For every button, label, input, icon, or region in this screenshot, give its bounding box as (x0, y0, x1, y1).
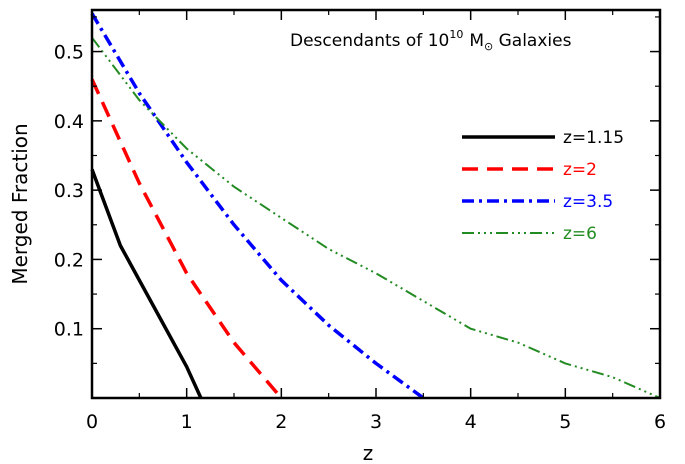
y-tick-label: 0.3 (54, 180, 84, 202)
chart-title: Descendants of 1010 M⊙ Galaxies (290, 28, 572, 53)
series-line-1 (90, 168, 203, 399)
legend-label-2: z=2 (563, 160, 597, 180)
title-mass: M (469, 31, 484, 51)
y-tick-label: 0.5 (54, 42, 84, 64)
legend-label-3: z=3.5 (563, 192, 613, 212)
title-base: 10 (428, 31, 450, 51)
y-axis-label: Merged Fraction (8, 123, 32, 284)
x-tick-label: 4 (465, 411, 477, 433)
legend: z=1.15 z=2 z=3.5 z=6 (462, 128, 624, 244)
legend-label-4: z=6 (563, 224, 597, 244)
legend-label-1: z=1.15 (563, 128, 624, 148)
x-tick-label: 1 (181, 411, 193, 433)
title-exponent: 10 (449, 28, 463, 41)
series-line-2 (90, 78, 283, 400)
x-tick-label: 0 (86, 411, 98, 433)
series-line-3 (90, 12, 425, 400)
y-tick-label: 0.2 (54, 249, 84, 271)
series-layer (90, 12, 661, 400)
y-tick-label: 0.1 (54, 319, 84, 341)
series-line-4 (91, 37, 661, 399)
x-tick-label: 3 (370, 411, 382, 433)
x-tick-label: 2 (275, 411, 287, 433)
title-prefix: Descendants of (290, 31, 428, 51)
title-suffix: Galaxies (493, 31, 571, 51)
x-tick-label: 5 (559, 411, 571, 433)
y-tick-label: 0.4 (54, 111, 84, 133)
title-sun-symbol: ⊙ (484, 40, 493, 53)
x-axis-label: z (363, 441, 374, 464)
x-tick-label: 6 (654, 411, 666, 433)
ticks-layer: 0 1 2 3 4 5 6 0.1 0.2 0.3 0.4 0.5 (54, 10, 666, 433)
